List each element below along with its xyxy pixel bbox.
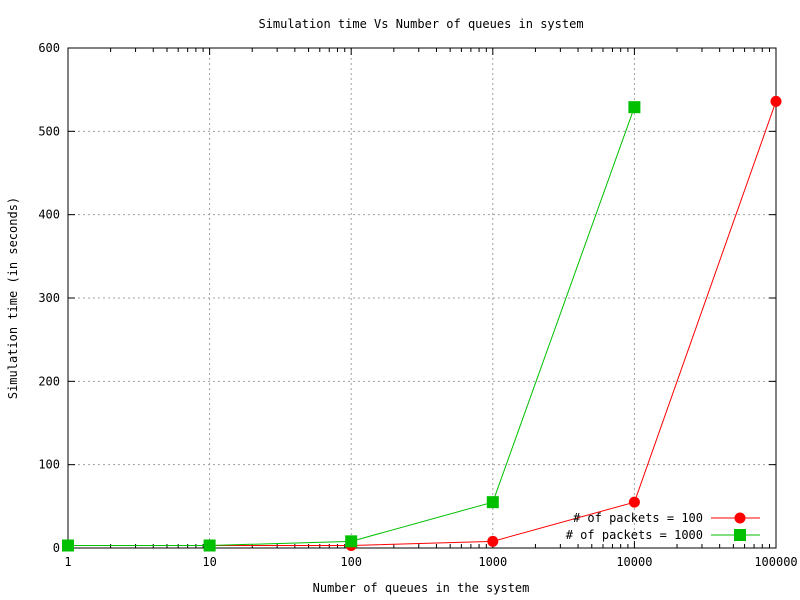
- legend: # of packets = 100 # of packets = 1000: [566, 511, 760, 542]
- y-axis-label: Simulation time (in seconds): [6, 197, 20, 399]
- legend-marker: [734, 529, 746, 541]
- data-point: [628, 496, 640, 508]
- x-tick-label: 100000: [754, 555, 797, 569]
- chart-title: Simulation time Vs Number of queues in s…: [258, 17, 583, 31]
- legend-marker: [734, 512, 746, 524]
- x-tick-label: 1000: [478, 555, 507, 569]
- data-point: [770, 95, 782, 107]
- y-tick-label: 400: [38, 208, 60, 222]
- data-point: [487, 535, 499, 547]
- x-tick-label: 100: [340, 555, 362, 569]
- grid: [68, 48, 776, 548]
- plot-border: [67, 47, 777, 549]
- data-point: [628, 101, 641, 114]
- x-axis-label: Number of queues in the system: [313, 581, 530, 595]
- legend-item: # of packets = 1000: [566, 528, 760, 542]
- y-tick-label: 600: [38, 41, 60, 55]
- y-tick-label: 0: [53, 541, 60, 555]
- y-tick-label: 100: [38, 458, 60, 472]
- y-tick-label: 300: [38, 291, 60, 305]
- x-tick-label: 10: [202, 555, 216, 569]
- series-2: [62, 101, 641, 552]
- axes: 0 100 200 300 400 500 600 1 10 100 1000 10000 100000: [38, 41, 797, 569]
- series: [62, 95, 782, 552]
- x-tick-label: 1: [64, 555, 71, 569]
- legend-item: # of packets = 100: [573, 511, 760, 525]
- data-point: [203, 539, 216, 552]
- x-tick-label: 10000: [616, 555, 652, 569]
- legend-label: # of packets = 1000: [566, 528, 703, 542]
- data-point: [62, 539, 74, 552]
- data-point: [345, 535, 358, 548]
- data-point: [486, 496, 499, 509]
- legend-label: # of packets = 100: [573, 511, 703, 525]
- y-tick-label: 200: [38, 374, 60, 388]
- y-tick-label: 500: [38, 124, 60, 138]
